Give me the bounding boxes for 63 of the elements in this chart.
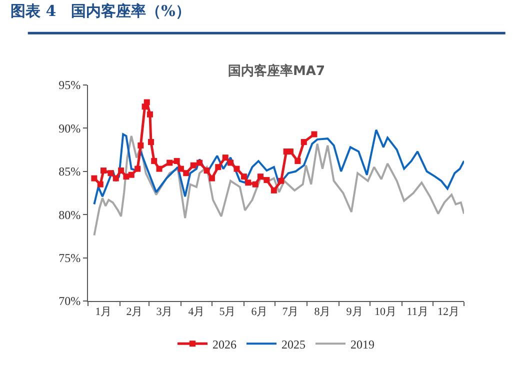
x-tick-label: 7月: [282, 306, 299, 318]
point: [278, 178, 284, 184]
point: [183, 170, 190, 176]
y-tick-label: 85%: [58, 164, 81, 179]
x-tick-label: 2月: [126, 306, 143, 318]
legend-label: 2026: [212, 337, 236, 352]
legend-label: 2019: [350, 337, 374, 352]
line-series: [93, 128, 464, 206]
y-tick-label: 95%: [58, 78, 81, 92]
point: [311, 131, 318, 138]
point: [287, 148, 294, 155]
point: [196, 160, 203, 166]
point: [138, 142, 144, 148]
point: [156, 166, 162, 172]
point: [228, 160, 234, 166]
point: [258, 174, 264, 180]
point: [245, 180, 252, 186]
point: [215, 164, 222, 170]
x-tick-label: 10月: [374, 306, 396, 318]
legend-label: 2025: [282, 337, 306, 352]
point: [118, 168, 124, 174]
x-tick-label: 8月: [314, 306, 331, 318]
point: [294, 158, 301, 164]
point: [240, 174, 247, 180]
x-tick-label: 1月: [95, 306, 112, 318]
chart-title: 图表 4 国内客座率（%）: [10, 2, 190, 20]
point: [112, 175, 119, 182]
x-tick-label: 12月: [438, 306, 460, 318]
point: [252, 181, 258, 188]
point: [146, 111, 153, 118]
point: [151, 158, 158, 164]
x-tick-label: 11月: [406, 306, 428, 318]
x-tick-label: 9月: [346, 306, 363, 318]
point: [234, 166, 240, 172]
point: [222, 154, 228, 161]
chart-subtitle: 国内客座率MA7: [228, 63, 326, 79]
point: [123, 174, 130, 180]
point: [190, 162, 196, 168]
y-tick-label: 75%: [58, 251, 81, 265]
x-tick-label: 3月: [156, 306, 173, 318]
point: [174, 158, 180, 164]
point: [178, 166, 184, 172]
x-tick-label: 5月: [219, 306, 236, 318]
y-tick-label: 90%: [58, 121, 81, 136]
point: [264, 177, 270, 184]
point: [270, 187, 277, 194]
y-tick-label: 70%: [58, 294, 81, 308]
point: [208, 175, 215, 182]
x-tick-label: 6月: [251, 306, 268, 318]
line-series: [93, 134, 464, 236]
point: [300, 139, 307, 146]
x-tick-label: 4月: [188, 306, 205, 318]
point: [97, 181, 104, 188]
point: [128, 172, 134, 178]
point: [91, 175, 98, 182]
point: [134, 166, 141, 172]
point: [108, 170, 114, 176]
y-tick-label: 80%: [58, 208, 81, 222]
point: [166, 160, 173, 166]
point: [204, 168, 210, 174]
point: [100, 168, 106, 174]
point: [144, 99, 150, 106]
point: [148, 139, 154, 146]
